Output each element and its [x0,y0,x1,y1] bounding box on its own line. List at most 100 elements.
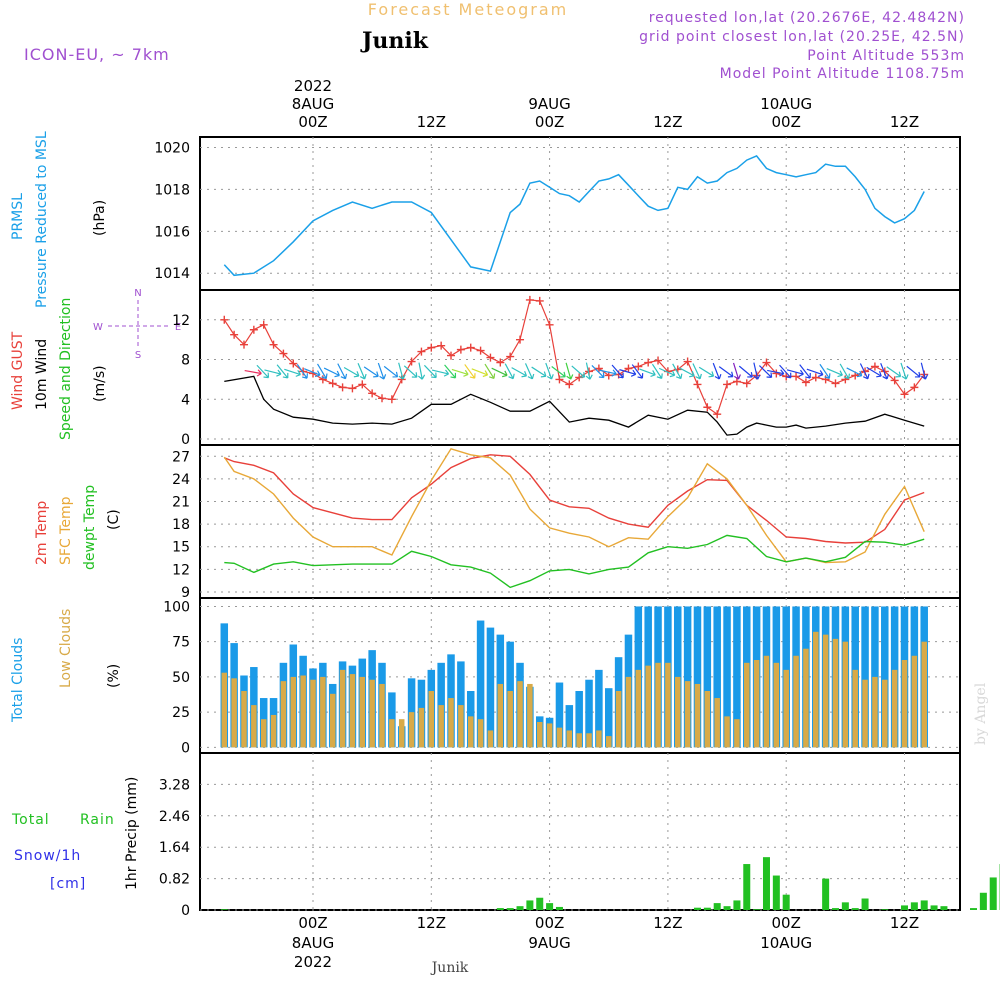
xtick-day-label-top: 8AUG [292,95,334,113]
total-cloud-bar [555,682,564,748]
wind-arrow-path [244,369,262,377]
xtick-hour-label-top: 00Z [298,113,327,131]
precip-unit: 1hr Precip (mm) [124,777,140,890]
wind-arrow-path [819,363,831,379]
wind-arrow-path [886,366,902,378]
rain-bar [753,909,761,910]
wind-arrow-path [806,368,824,377]
low-cloud-bar [734,719,740,748]
gust-point [387,395,396,404]
gust-point [654,356,663,365]
low-cloud-bar [477,719,484,748]
wind-arrow-path [786,369,804,377]
gust-point [289,359,298,368]
wind-direction-arrow [551,366,566,378]
ytick-label-temperature: 15 [172,540,190,556]
ytick-label-precip: 3.28 [159,777,190,793]
wind-direction-arrow [343,366,360,378]
wind-arrow-path [296,364,308,379]
low-cloud-bar [744,662,750,748]
wind-direction-arrow [619,369,637,377]
rain-bar [920,900,928,910]
wind-arrow-path [531,366,547,378]
wind-speed-line [224,375,925,436]
wind-direction-arrow [317,363,328,380]
wind-arrow-path [651,363,663,379]
wind-direction-arrow [738,365,753,378]
rain-bar [910,902,918,910]
ytick-label-precip: 0 [181,903,190,919]
wind-arrow-path [799,364,811,379]
low-cloud-bar [822,634,829,748]
wind-arrow-path [357,363,367,380]
gust-point [348,384,357,393]
requested-coords: requested lon,lat (20.2676E, 42.4842N) [649,10,965,26]
point-altitude: Point Altitude 553m [807,48,965,64]
compass-east: E [175,322,181,333]
temp-line-1 [223,447,925,564]
low-cloud-bar [753,660,760,748]
wind-direction-arrow [846,367,863,378]
wind-direction-arrow [323,367,340,378]
clouds-unit: (%) [106,664,122,688]
wind-arrow-path [276,364,289,379]
rain-bar [555,906,563,910]
wind-direction-arrow [511,367,528,378]
wind-arrow-path [738,365,753,378]
gust-point [545,320,554,329]
wind-direction-arrow [337,363,348,380]
total-cloud-bar [881,606,889,748]
xtick-day-label-bottom: 8AUG [292,934,334,952]
xtick-year-label-bottom: 2022 [294,953,332,971]
watermark: by Angel [973,682,989,745]
total-cloud-bar [674,606,682,748]
low-cloud-bar [911,655,918,748]
low-cloud-bar [606,736,612,748]
gust-point [644,358,653,367]
wind-arrow-path [826,367,843,378]
xtick-hour-label-top: 12Z [653,113,682,131]
temp-2m-label: 2m Temp [34,501,50,565]
wind-arrow-path [672,363,683,380]
gust-point [259,320,268,329]
gust-point [486,353,495,362]
low-cloud-bar [270,714,277,748]
wind-direction-arrow [639,368,656,378]
wind-arrow-path [451,368,469,377]
wind-direction-arrow [264,369,282,377]
total-cloud-bar [605,688,613,748]
pressure-label-long: Pressure Reduced to MSL [34,131,50,308]
low-cloud-bar [320,676,326,748]
gust-point [230,330,239,339]
wind-direction-arrow [886,366,902,378]
plot-area: 1014101610181020048129121518212427025507… [154,77,1000,971]
wind-direction-arrow [839,363,851,380]
gust-point [525,295,534,304]
xtick-hour-label-top: 00Z [772,113,801,131]
wind-arrow-path [839,363,851,380]
wind-direction-arrow [866,366,882,378]
low-cloud-bar [921,641,927,748]
wind-arrow-path [431,369,450,377]
wind-direction-arrow [484,363,496,380]
wind-arrow-path [403,365,418,378]
wind-direction-arrow [920,362,929,380]
total-cloud-bar [861,606,869,748]
xtick-hour-label-bottom: 00Z [535,914,564,932]
low-cloud-bar [517,681,523,748]
gust-point [466,343,475,352]
low-cloud-bar [507,691,513,748]
low-cloud-bar [655,662,661,748]
ytick-label-clouds: 50 [172,670,190,686]
ytick-label-wind: 12 [172,313,190,329]
wind-arrow-path [900,362,909,380]
wind-direction-arrow [431,369,450,377]
wind-arrow-path [303,368,321,378]
low-cloud-bar [536,722,543,748]
wind-arrow-path [619,369,637,377]
wind-arrow-path [491,367,508,378]
gust-point [299,367,308,376]
wind-direction-arrow [591,365,605,379]
rain-bar [220,909,228,910]
rain-bar [526,900,534,910]
